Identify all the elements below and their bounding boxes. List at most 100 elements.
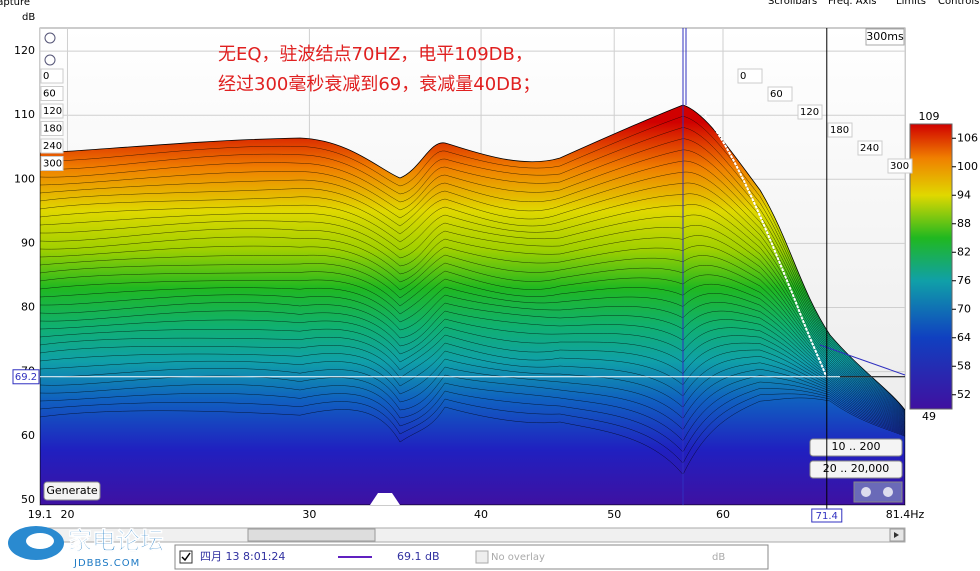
surface-group [40,104,905,505]
slice-line [40,262,905,423]
status-bar: 四月 13 8:01:24 69.1 dB No overlay dB [174,544,769,570]
slice-line [40,182,905,416]
time-label: 180 [43,124,62,135]
status-date: 四月 13 8:01:24 [200,550,285,563]
slice-line [40,149,905,414]
generate-button[interactable] [43,481,101,501]
time-label: 120 [43,106,62,117]
time-label: 240 [860,143,879,154]
slice-line [40,393,905,464]
level-cursor-box [12,369,40,385]
watermark-name: 家电论坛 [68,527,164,555]
frequency-cursor-label: 71.4 [816,511,838,522]
y-tick-label: 50 [21,493,35,506]
slice-line [40,171,905,415]
colorbar: 49 52 58 64 70 76 82 88 94 100 106 109 [909,110,978,423]
slice-line [40,225,905,419]
range-label[interactable]: 10 .. 200 [832,440,881,453]
slice-line [40,245,905,421]
slice-line [40,254,905,422]
slice-line [40,235,905,420]
zoom-icon[interactable] [44,54,56,66]
colorbar-tick-label: 49 [922,410,936,423]
watermark-site: JDBBS.COM [73,558,140,569]
scroll-track[interactable] [39,527,906,543]
menu-item[interactable]: Scrollbars [768,0,817,7]
slice-line [40,366,905,433]
decay-curve [704,114,827,377]
zoom-icons[interactable] [44,32,56,66]
arrow-icon [894,532,899,538]
surface-gap [370,493,400,505]
x-tick-label: 50 [607,508,621,521]
slice-line [40,350,905,432]
time-label-box [40,103,64,119]
time-label: 120 [800,107,819,118]
time-label-box [40,138,64,154]
overlay-checkbox[interactable] [475,550,489,564]
colorbar-tick-label: 88 [957,217,971,230]
status-box [174,544,769,570]
colorbar-tick-label: 52 [957,388,971,401]
checkbox[interactable] [179,550,193,564]
time-label-box [797,104,823,120]
slice-line [40,388,905,453]
time-label-box [40,121,64,136]
slice-line [40,342,905,431]
colorbar-tick-label: 109 [919,110,940,123]
x-tick-label: 19.1 [28,508,53,521]
colorbar-tick-label: 94 [957,188,971,201]
zoom-icon[interactable] [44,32,56,44]
slice-line [40,397,905,476]
colorbar-tick-label: 64 [957,331,971,344]
annotation: 无EQ，驻波结点70HZ，电平109DB， [218,44,533,65]
time-label-box [887,158,913,174]
time-label-box [857,140,883,156]
colorbar-tick-label: 100 [957,160,978,173]
x-tick-label: 81.4Hz [886,508,925,521]
axes: 506070809010011012019.1203040506081.4Hz0… [12,28,925,523]
menu-item[interactable]: Limits [896,0,926,7]
time-label: 60 [770,89,783,100]
generate-label[interactable]: Generate [46,484,98,497]
slice-line [40,318,905,428]
y-tick-label: 100 [14,172,35,185]
scroll-thumb[interactable] [247,528,376,542]
time-label: 240 [43,141,62,152]
logo-inner [26,533,54,549]
slice-lines [40,115,905,476]
y-tick-label: 80 [21,301,35,314]
perspective-line [819,344,906,376]
frequency-cursor-box [811,508,843,523]
slice-line [40,302,905,427]
slice-line [40,204,905,418]
status-value: 69.1 dB [397,550,440,563]
time-label-box [40,86,64,101]
scrollbar[interactable] [39,527,906,543]
time-label: 60 [43,89,56,100]
time-label-box [827,122,853,138]
time-label-box [767,86,793,102]
time-label: 300 [890,161,909,172]
slice-line [40,358,905,432]
y-tick-label: 60 [21,429,35,442]
zoom-out[interactable] [861,487,871,497]
colorbar-tick-label: 58 [957,359,971,372]
annotation: 经过300毫秒衰减到69，衰减量40DB； [218,74,540,95]
watermark: 家电论坛 JDBBS.COM [8,526,164,569]
range-label[interactable]: 20 .. 20,000 [823,462,889,475]
slice-line [40,381,905,442]
range-button[interactable] [809,460,903,479]
colorbar-tick-label: 106 [957,131,978,144]
y-unit: dB [22,12,35,23]
time-label: 300 [43,159,62,170]
slice-line [40,310,905,427]
range-button[interactable] [809,438,903,457]
menu-item[interactable]: Controls [938,0,979,7]
slice-line [40,278,905,424]
zoom-in[interactable] [883,487,893,497]
menu-item[interactable]: Freq. Axis [828,0,877,7]
y-tick-label: 120 [14,44,35,57]
waterfall-surface [40,104,905,505]
time-label: 0 [43,71,49,82]
